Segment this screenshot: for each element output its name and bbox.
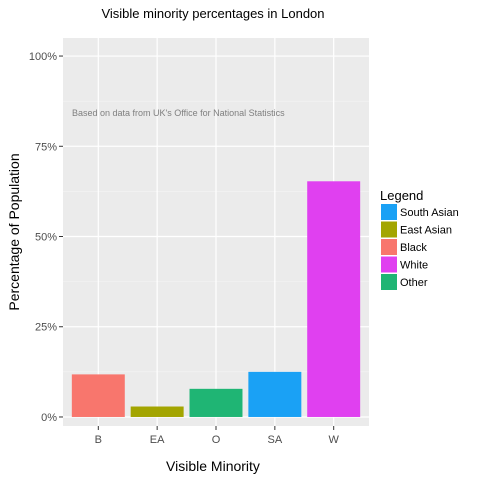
legend-label: East Asian: [400, 225, 452, 237]
legend-label: Other: [400, 277, 428, 289]
legend-label: Black: [400, 242, 427, 254]
legend-title: Legend: [380, 188, 423, 203]
bar-sa: [248, 371, 302, 417]
legend-label: South Asian: [400, 207, 459, 219]
bar-b: [71, 374, 125, 417]
bar-o: [189, 388, 243, 417]
y-axis-title: Percentage of Population: [6, 153, 22, 310]
y-tick-label: 0%: [41, 412, 57, 424]
x-axis-ticks: B EA O SA W: [95, 426, 339, 446]
chart-title: Visible minority percentages in London: [101, 6, 324, 21]
x-tick-label: EA: [150, 434, 165, 446]
legend-key: [381, 221, 397, 238]
x-tick-label: O: [212, 434, 221, 446]
bar-w: [307, 181, 361, 417]
legend-label: White: [400, 260, 428, 272]
y-tick-label: 50%: [35, 232, 57, 244]
legend-key: [381, 256, 397, 273]
y-tick-label: 75%: [35, 141, 57, 153]
legend: Legend South Asian East Asian Black White Ot…: [380, 188, 459, 290]
y-axis-ticks: 0% 25% 50% 75% 100%: [29, 51, 63, 424]
bar-ea: [130, 406, 184, 417]
bars: [71, 181, 361, 417]
x-axis-title: Visible Minority: [166, 458, 260, 474]
annotation-text: Based on data from UK's Office for Natio…: [72, 108, 285, 118]
legend-key: [381, 239, 397, 255]
y-tick-label: 100%: [29, 51, 57, 63]
y-tick-label: 25%: [35, 322, 57, 334]
x-tick-label: B: [95, 434, 102, 446]
x-tick-label: W: [328, 434, 339, 446]
legend-key: [381, 274, 397, 290]
legend-key: [381, 204, 397, 220]
x-tick-label: SA: [268, 434, 283, 446]
